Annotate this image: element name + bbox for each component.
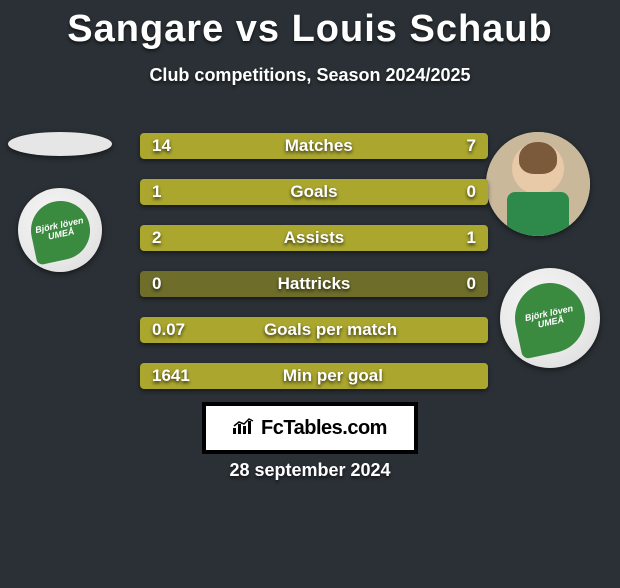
stat-value-right: 0: [467, 182, 476, 202]
stat-label: Hattricks: [161, 274, 466, 294]
player-right-avatar: [486, 132, 590, 236]
leaf-icon: Björk löven UMEÅ: [25, 195, 95, 265]
stat-row: 0Hattricks0: [140, 271, 488, 297]
stat-label: Matches: [171, 136, 467, 156]
stat-row: 2Assists1: [140, 225, 488, 251]
stat-value-left: 0: [152, 274, 161, 294]
player-right-club-badge: Björk löven UMEÅ: [500, 268, 600, 368]
stat-value-right: 7: [467, 136, 476, 156]
date-label: 28 september 2024: [0, 460, 620, 481]
leaf-icon: Björk löven UMEÅ: [508, 276, 591, 359]
stat-row: 1Goals0: [140, 179, 488, 205]
stat-value-right: 0: [467, 274, 476, 294]
stats-table: 14Matches71Goals02Assists10Hattricks00.0…: [140, 133, 488, 409]
stat-value-left: 1641: [152, 366, 190, 386]
player-left-club-badge: Björk löven UMEÅ: [18, 188, 102, 272]
stat-label: Assists: [161, 228, 466, 248]
stat-label: Goals per match: [185, 320, 476, 340]
page-subtitle: Club competitions, Season 2024/2025: [0, 65, 620, 86]
chart-icon: [233, 417, 255, 440]
stat-value-left: 0.07: [152, 320, 185, 340]
player-left-avatar: [8, 132, 112, 156]
stat-label: Goals: [161, 182, 466, 202]
stat-row: 0.07Goals per match: [140, 317, 488, 343]
stat-value-right: 1: [467, 228, 476, 248]
page-title: Sangare vs Louis Schaub: [0, 8, 620, 51]
stat-value-left: 2: [152, 228, 161, 248]
badge-text: Björk löven UMEÅ: [514, 302, 586, 334]
branding-box: FcTables.com: [202, 402, 418, 454]
stat-row: 14Matches7: [140, 133, 488, 159]
face-icon: [486, 132, 590, 236]
stat-value-left: 14: [152, 136, 171, 156]
badge-text: Björk löven UMEÅ: [29, 215, 90, 245]
stat-row: 1641Min per goal: [140, 363, 488, 389]
stat-value-left: 1: [152, 182, 161, 202]
branding-text: FcTables.com: [261, 417, 387, 440]
stat-label: Min per goal: [190, 366, 476, 386]
